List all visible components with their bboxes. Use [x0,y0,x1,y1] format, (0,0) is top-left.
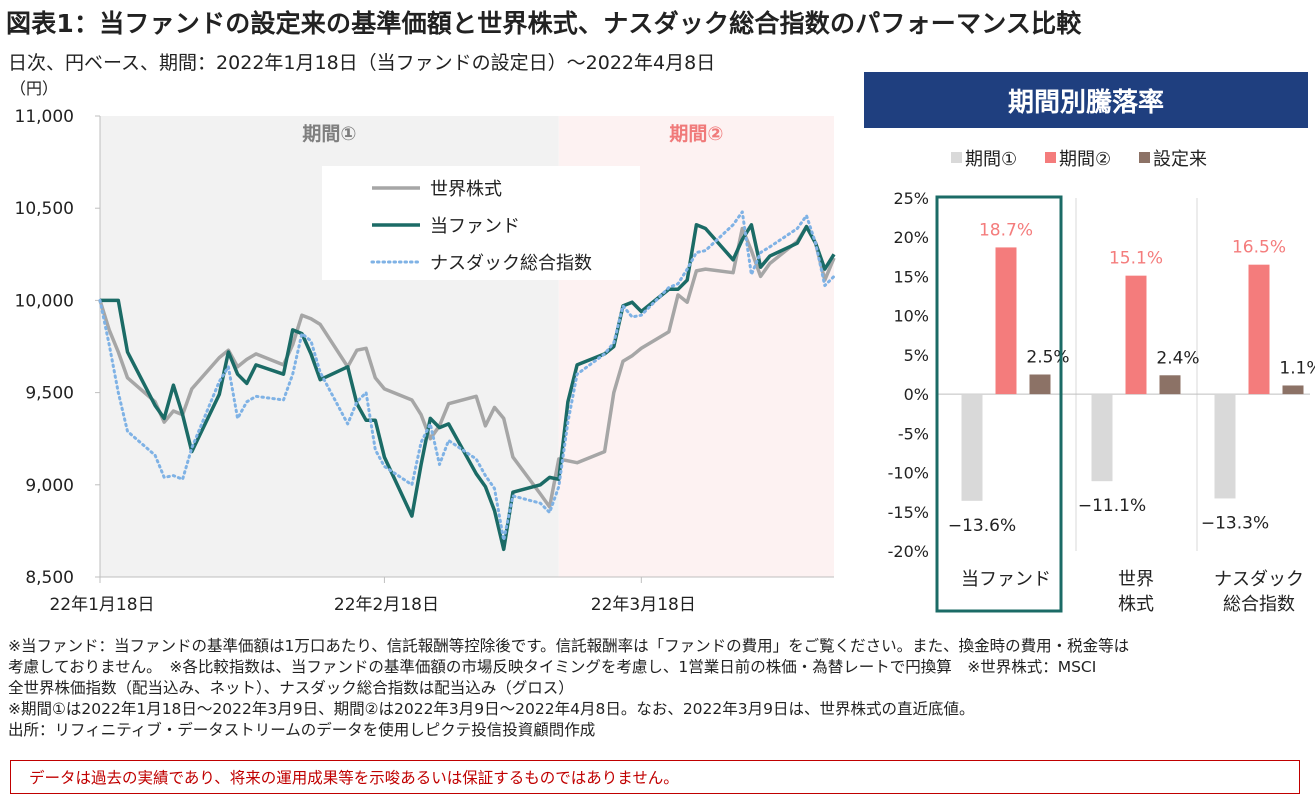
y-tick-label: 11,000 [15,107,74,127]
y-tick-label: 25% [893,189,929,208]
bar [1159,375,1181,395]
bar-chart-title: 期間別騰落率 [864,72,1308,128]
y-tick-label: 20% [893,228,929,247]
legend-label: 当ファンド [430,216,520,237]
y-tick-label: -10% [888,464,929,483]
data-label: −13.6% [948,516,1016,536]
disclaimer-box: データは過去の実績であり、将来の運用成果等を示唆あるいは保証するものではありませ… [10,760,1300,794]
category-label: 株式 [1118,594,1154,615]
x-tick-label: 22年2月18日 [334,595,439,615]
y-tick-label: 10% [893,307,929,326]
category-label: 当ファンド [961,569,1051,590]
y-tick-label: 9,000 [25,476,74,496]
category-label: 世界 [1118,569,1154,590]
bar [1214,394,1236,499]
legend-label: 世界株式 [430,179,502,200]
y-tick-label: 10,000 [15,291,74,311]
bar [961,394,983,501]
y-tick-label: 8,500 [25,568,74,588]
bar [1029,374,1051,395]
bar [995,247,1017,395]
footnote-line: ※期間①は2022年1月18日〜2022年3月9日、期間②は2022年3月9日〜… [8,700,975,718]
category-label: 総合指数 [1223,594,1295,615]
legend-label: 設定来 [1153,149,1207,170]
series-line-2 [100,223,836,552]
y-tick-label: 15% [893,267,929,286]
footnotes: ※当ファンド：当ファンドの基準価額は1万口あたり、信託報酬等控除後です。信託報酬… [8,636,1308,741]
y-axis-unit-label: （円） [10,79,58,98]
data-label: 16.5% [1232,238,1286,258]
series-line-3 [98,210,836,542]
y-tick-label: -20% [888,542,929,561]
chart-title: 図表1：当ファンドの設定来の基準価額と世界株式、ナスダック総合指数のパフォーマン… [6,9,1082,38]
y-tick-label: 10,500 [15,199,74,219]
chart-subtitle: 日次、円ベース、期間：2022年1月18日（当ファンドの設定日）〜2022年4月… [8,52,716,74]
period-label: 期間① [302,123,356,145]
legend-box [322,166,640,280]
category-label: ナスダック [1214,569,1304,590]
x-tick-label: 22年3月18日 [591,595,696,615]
line-chart: 期間① 期間② 8,500 9,000 9,500 10,000 10,500 11,000 （… [10,79,836,615]
y-tick-label: -5% [898,424,929,443]
footnote-line: ※当ファンド：当ファンドの基準価額は1万口あたり、信託報酬等控除後です。信託報酬… [8,637,1130,655]
data-label: 2.5% [1026,348,1069,368]
footnote-line: 考慮しておりません。 ※各比較指数は、当ファンドの基準価額の市場反映タイミングを… [8,658,1097,676]
data-label: 15.1% [1109,249,1163,269]
footnote-line: 全世界株価指数（配当込み、ネット）、ナスダック総合指数は配当込み（グロス） [8,679,574,697]
data-label: −13.3% [1201,513,1269,533]
legend-label: ナスダック総合指数 [430,253,592,274]
data-label: 2.4% [1156,348,1199,368]
legend-swatch [1139,152,1150,163]
y-tick-label: 9,500 [25,384,74,404]
y-tick-label: 5% [904,346,929,365]
disclaimer-text: データは過去の実績であり、将来の運用成果等を示唆あるいは保証するものではありませ… [29,769,679,787]
highlight-box [935,195,1063,613]
legend-label: 期間② [1059,149,1111,170]
legend-swatch [1045,152,1056,163]
bar [1248,264,1270,395]
bar-chart: 期間① 期間② 設定来 25% 20% 15% 10% 5% 0% -5% -10% -15% -20%… [888,149,1315,615]
legend-swatch [951,152,962,163]
y-tick-label: 0% [904,385,929,404]
legend-label: 期間① [965,149,1017,170]
data-label: −11.1% [1078,496,1146,516]
bar-legend: 期間① 期間② 設定来 [951,149,1207,170]
bar [1091,394,1113,482]
data-label: 18.7% [979,220,1033,240]
bar [1125,275,1147,395]
bar [1282,385,1304,395]
period-label: 期間② [669,123,723,145]
data-label: 1.1% [1279,358,1315,378]
series-line-1 [98,224,836,509]
x-tick-label: 22年1月18日 [49,595,154,615]
footnote-line: 出所：リフィニティブ・データストリームのデータを使用しピクテ投信投資顧問作成 [8,721,596,739]
y-tick-label: -15% [888,503,929,522]
